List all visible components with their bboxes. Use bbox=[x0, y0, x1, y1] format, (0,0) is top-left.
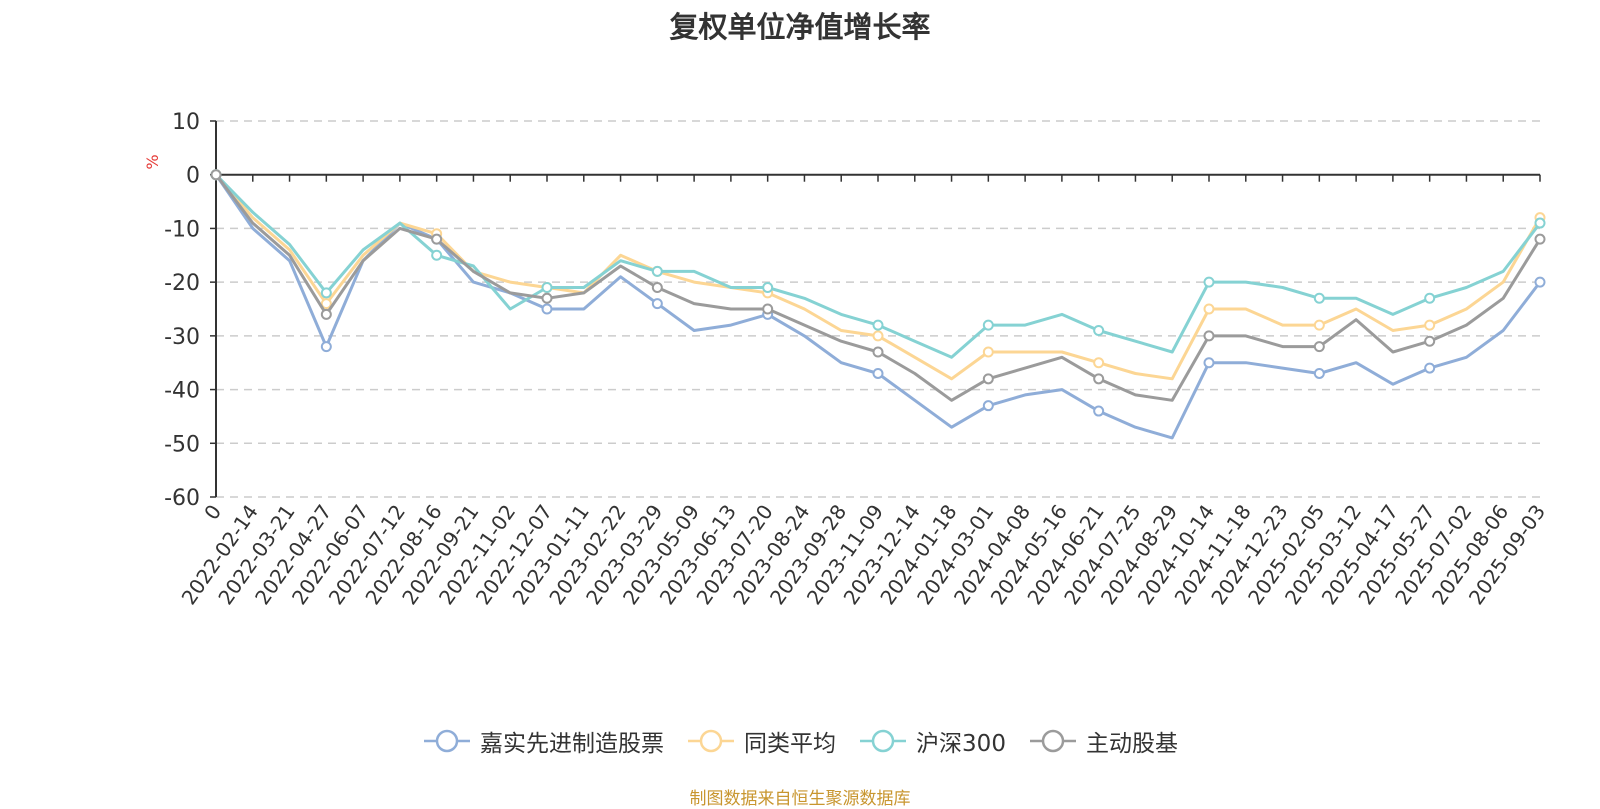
series-point bbox=[982, 373, 994, 385]
series-point bbox=[1093, 373, 1105, 385]
series-layer bbox=[210, 169, 1546, 440]
series-point bbox=[1203, 303, 1215, 315]
series-point bbox=[1203, 276, 1215, 288]
legend-marker-icon bbox=[424, 729, 471, 753]
series-point bbox=[1534, 233, 1546, 245]
series-point bbox=[1424, 319, 1436, 331]
series-point bbox=[1313, 292, 1325, 304]
series-point bbox=[1093, 357, 1105, 369]
series-line-0 bbox=[214, 173, 1542, 440]
series-point bbox=[1203, 330, 1215, 342]
series-point bbox=[1424, 335, 1436, 347]
series-point bbox=[982, 346, 994, 358]
series-point bbox=[541, 303, 553, 315]
legend-label: 嘉实先进制造股票 bbox=[480, 731, 665, 757]
series-point bbox=[1424, 362, 1436, 374]
series-point bbox=[651, 265, 663, 277]
series-point bbox=[872, 367, 884, 379]
series-point bbox=[762, 282, 774, 294]
y-tick-label: -30 bbox=[164, 325, 200, 350]
legend: 嘉实先进制造股票 同类平均 沪深300 主动股基 bbox=[0, 724, 1600, 758]
legend-item[interactable]: 同类平均 bbox=[686, 724, 836, 758]
series-point bbox=[1424, 292, 1436, 304]
y-tick-label: 10 bbox=[172, 110, 200, 135]
y-tick-label: -10 bbox=[164, 217, 200, 242]
y-unit-label: % bbox=[143, 154, 162, 169]
legend-item[interactable]: 嘉实先进制造股票 bbox=[422, 724, 664, 758]
series-point bbox=[320, 341, 332, 353]
legend-marker-icon bbox=[688, 729, 735, 753]
series-point bbox=[541, 292, 553, 304]
series-point bbox=[431, 233, 443, 245]
legend-item[interactable]: 主动股基 bbox=[1028, 724, 1178, 758]
series-point bbox=[1313, 319, 1325, 331]
legend-label: 同类平均 bbox=[744, 731, 837, 757]
x-tick-label: 0 bbox=[199, 500, 226, 524]
series-point bbox=[982, 319, 994, 331]
series-point bbox=[541, 282, 553, 294]
series-point bbox=[320, 298, 332, 310]
series-point bbox=[651, 298, 663, 310]
series-point bbox=[320, 308, 332, 320]
series-point bbox=[1313, 367, 1325, 379]
series-point bbox=[651, 282, 663, 294]
series-point bbox=[1093, 324, 1105, 336]
series-point bbox=[982, 400, 994, 412]
y-axis: 10 0 -10 -20 -30 -40 -50 -60% bbox=[143, 110, 217, 511]
legend-marker-icon bbox=[1029, 729, 1076, 753]
series-point bbox=[1313, 341, 1325, 353]
series-point bbox=[872, 319, 884, 331]
series-point bbox=[431, 249, 443, 261]
y-tick-label: 0 bbox=[186, 164, 200, 189]
y-tick-label: -50 bbox=[164, 432, 200, 457]
series-point bbox=[1093, 405, 1105, 417]
legend-label: 沪深300 bbox=[916, 731, 1006, 757]
series-point bbox=[1203, 357, 1215, 369]
legend-marker-icon bbox=[860, 729, 907, 753]
legend-item[interactable]: 沪深300 bbox=[858, 724, 1006, 758]
legend-label: 主动股基 bbox=[1085, 731, 1178, 757]
series-point bbox=[872, 346, 884, 358]
series-point bbox=[320, 287, 332, 299]
y-tick-label: -20 bbox=[164, 271, 200, 296]
source-note: 制图数据来自恒生聚源数据库 bbox=[689, 789, 911, 809]
series-point bbox=[1534, 217, 1546, 229]
y-tick-label: -40 bbox=[164, 379, 200, 404]
series-point bbox=[1534, 276, 1546, 288]
series-point bbox=[872, 330, 884, 342]
chart-title: 复权单位净值增长率 bbox=[669, 10, 931, 44]
series-point bbox=[762, 303, 774, 315]
y-tick-label: -60 bbox=[164, 486, 200, 511]
series-point bbox=[210, 169, 222, 181]
